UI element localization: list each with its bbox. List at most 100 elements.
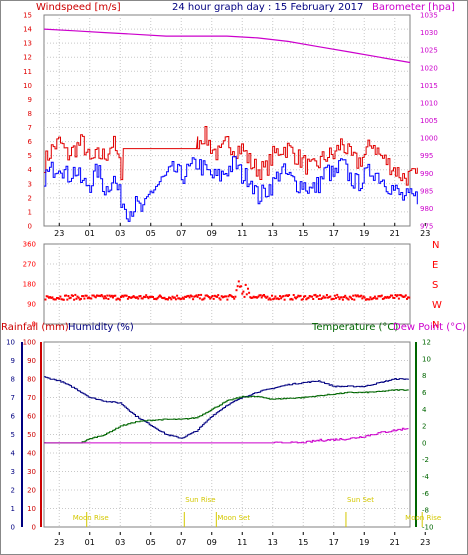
temperature-y-tick-label: -6	[422, 490, 430, 498]
direction-point	[108, 294, 111, 297]
direction-point	[359, 295, 362, 298]
direction-point	[241, 292, 244, 295]
direction-point	[282, 295, 285, 298]
direction-y-tick-label: 90	[27, 301, 36, 309]
direction-point	[279, 295, 281, 298]
direction-point	[258, 294, 261, 297]
direction-point	[113, 294, 116, 297]
direction-point	[292, 294, 295, 296]
direction-point	[364, 298, 367, 301]
direction-point	[218, 297, 221, 300]
wind-x-tick-label: 17	[329, 229, 339, 238]
direction-point	[401, 295, 404, 298]
direction-point	[69, 296, 72, 299]
direction-point	[60, 298, 63, 301]
direction-point	[397, 297, 400, 300]
direction-point	[370, 298, 373, 301]
direction-point	[221, 296, 224, 299]
windspeed-y-tick-label: 8	[28, 110, 32, 118]
windspeed-y-tick-label: 0	[28, 223, 32, 231]
direction-point	[244, 283, 247, 286]
humidity-y-tick-label: 0	[32, 524, 36, 532]
wind-plot-area	[43, 14, 411, 227]
direction-point	[299, 294, 302, 297]
direction-point	[61, 298, 64, 301]
barometer-y-tick-label: 1025	[420, 47, 438, 55]
direction-point	[338, 298, 341, 301]
sun-event-label: Sun Rise	[185, 496, 215, 504]
direction-point	[301, 298, 304, 301]
direction-point	[308, 295, 311, 297]
direction-point	[388, 296, 391, 299]
direction-point	[287, 295, 289, 297]
direction-point	[380, 294, 383, 297]
direction-point	[126, 297, 129, 300]
direction-point	[156, 297, 159, 300]
temperature-y-tick-label: -2	[422, 456, 429, 464]
direction-point	[213, 294, 216, 297]
direction-point	[407, 296, 410, 299]
direction-point	[192, 298, 195, 301]
direction-point	[209, 297, 212, 300]
direction-point	[379, 295, 382, 298]
direction-point	[399, 294, 402, 297]
direction-point	[105, 297, 108, 300]
direction-point	[347, 298, 350, 301]
direction-point	[118, 298, 121, 301]
direction-point	[328, 296, 331, 299]
direction-point	[325, 294, 328, 296]
windspeed-y-tick-label: 10	[23, 82, 32, 90]
temperature-y-tick-label: 12	[422, 339, 431, 347]
direction-point	[389, 294, 392, 297]
direction-point	[394, 294, 397, 296]
direction-point	[247, 287, 249, 290]
climate-x-tick-label: 23	[54, 538, 64, 547]
direction-point	[67, 295, 70, 297]
direction-point	[291, 298, 294, 301]
direction-point	[120, 296, 122, 298]
direction-point	[202, 298, 205, 301]
direction-point	[240, 285, 243, 288]
barometer-y-tick-label: 1010	[420, 99, 438, 107]
direction-point	[367, 298, 370, 301]
direction-point	[237, 280, 240, 283]
direction-point	[387, 296, 390, 299]
direction-point	[321, 297, 324, 300]
barometer-line	[43, 28, 411, 64]
direction-point	[94, 296, 97, 299]
direction-point	[164, 298, 167, 301]
rainfall-y-tick-label: 9	[11, 357, 15, 365]
windspeed-axis-label: Windspeed [m/s]	[36, 2, 121, 13]
direction-point	[351, 298, 354, 301]
moon-event-label: Moon Rise	[73, 514, 109, 522]
direction-point	[232, 296, 235, 298]
direction-point	[404, 294, 407, 297]
humidity-y-tick-label: 100	[23, 339, 36, 347]
direction-point	[281, 295, 284, 298]
barometer-y-tick-label: 1000	[420, 135, 438, 143]
direction-point	[57, 297, 60, 300]
direction-point	[245, 293, 248, 296]
direction-point	[205, 294, 208, 297]
direction-point	[248, 291, 251, 294]
direction-point	[195, 294, 198, 297]
direction-point	[163, 296, 166, 299]
climate-x-tick-label: 23	[420, 538, 430, 547]
direction-point	[154, 297, 157, 300]
moon-event-label: Moon Set	[217, 514, 250, 522]
direction-point	[260, 296, 263, 299]
direction-point	[307, 296, 310, 299]
barometer-y-tick-label: 980	[420, 205, 433, 213]
temperature-y-tick-label: 2	[422, 423, 426, 431]
direction-point	[392, 296, 395, 299]
direction-point	[169, 296, 172, 299]
direction-point	[122, 295, 125, 298]
climate-x-tick-label: 09	[207, 538, 217, 547]
direction-point	[376, 297, 379, 300]
direction-point	[305, 298, 308, 301]
direction-point	[289, 298, 292, 301]
temperature-y-tick-label: -8	[422, 507, 429, 515]
direction-point	[316, 295, 319, 298]
direction-point	[337, 296, 340, 299]
direction-point	[149, 296, 152, 298]
